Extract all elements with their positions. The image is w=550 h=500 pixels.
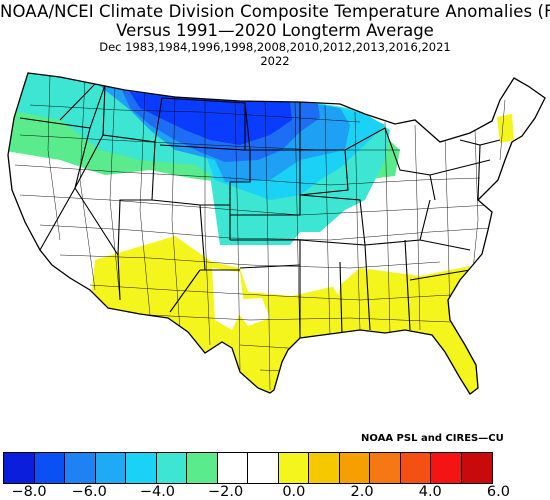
color-scale-swatch — [400, 453, 431, 483]
color-scale-tick-label: −8.0 — [11, 484, 47, 500]
color-scale-swatch — [126, 453, 157, 483]
color-scale-swatch — [217, 453, 248, 483]
color-scale-swatch — [4, 453, 35, 483]
composite-years-cont: 2022 — [260, 54, 290, 68]
color-scale-swatch — [248, 453, 279, 483]
color-scale-ticks: −8.0−6.0−4.0−2.00.02.04.06.08.0 — [0, 484, 550, 500]
color-scale-swatch — [309, 453, 340, 483]
color-scale-tick-label: 4.0 — [418, 484, 442, 500]
map-title: NOAA/NCEI Climate Division Composite Tem… — [0, 2, 550, 21]
color-scale-tick-label: −4.0 — [139, 484, 176, 500]
color-scale-tick-label: −2.0 — [208, 484, 244, 500]
color-scale-bar — [3, 452, 493, 484]
color-scale-tick-label: 0.0 — [282, 484, 306, 500]
state-borders — [19, 83, 501, 340]
color-scale-swatch — [156, 453, 187, 483]
color-scale-tick-label: −6.0 — [71, 484, 107, 500]
credit-label: NOAA PSL and CIRES—CU — [361, 433, 504, 444]
map-subtitle: Versus 1991—2020 Longterm Average — [116, 21, 434, 40]
color-scale-swatch — [431, 453, 462, 483]
region-northern-plains-core — [130, 92, 292, 145]
color-scale-swatch — [65, 453, 96, 483]
color-scale-swatch — [370, 453, 401, 483]
color-scale-swatch — [34, 453, 65, 483]
region-new-england-spot — [497, 114, 514, 143]
color-scale-swatch — [95, 453, 126, 483]
color-scale-tick-label: 2.0 — [350, 484, 374, 500]
color-scale-tick-label: 6.0 — [486, 484, 510, 500]
composite-years: Dec 1983,1984,1996,1998,2008,2010,2012,2… — [99, 40, 451, 54]
color-scale-swatch — [187, 453, 218, 483]
color-scale-swatch — [339, 453, 370, 483]
color-scale-swatch — [461, 453, 492, 483]
color-scale-swatch — [278, 453, 309, 483]
